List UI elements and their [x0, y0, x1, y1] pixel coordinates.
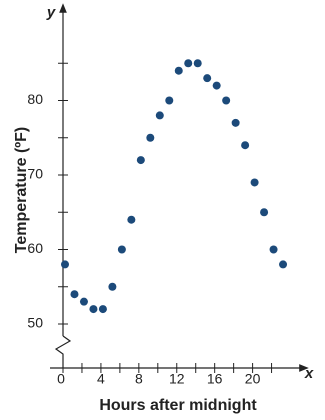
x-tick-label: 16 — [207, 371, 223, 387]
y-axis-letter: y — [46, 4, 56, 21]
data-point — [174, 66, 183, 75]
data-point — [212, 81, 221, 90]
data-point — [79, 297, 88, 306]
data-point — [98, 305, 107, 314]
data-point — [108, 282, 117, 291]
data-point — [184, 59, 193, 68]
x-tick-label: 0 — [57, 371, 65, 387]
data-point — [279, 260, 288, 269]
data-point — [269, 245, 278, 254]
data-point — [241, 141, 250, 150]
x-tick-label: 8 — [135, 371, 143, 387]
data-point — [260, 208, 269, 217]
data-point — [70, 290, 79, 299]
y-tick-label: 50 — [27, 315, 43, 331]
y-tick-label: 80 — [27, 91, 43, 107]
data-point — [146, 133, 155, 142]
x-tick-label: 20 — [245, 371, 261, 387]
x-axis-title: Hours after midnight — [99, 397, 257, 414]
y-axis-title: Temperature (ºF) — [13, 127, 30, 253]
data-point — [136, 156, 145, 165]
x-tick-label: 12 — [169, 371, 185, 387]
data-point — [155, 111, 164, 120]
data-point — [165, 96, 174, 105]
y-tick-label: 60 — [27, 240, 43, 256]
x-tick-label: 4 — [97, 371, 105, 387]
x-axis-letter: x — [304, 365, 314, 382]
data-point — [127, 215, 136, 224]
data-point — [231, 118, 240, 127]
data-point — [222, 96, 231, 105]
data-point — [117, 245, 126, 254]
data-point — [193, 59, 202, 68]
y-tick-label: 70 — [27, 166, 43, 182]
axis-break — [54, 335, 72, 368]
data-point — [250, 178, 259, 187]
data-point — [203, 74, 212, 83]
data-point — [61, 260, 69, 269]
data-point — [89, 305, 98, 314]
